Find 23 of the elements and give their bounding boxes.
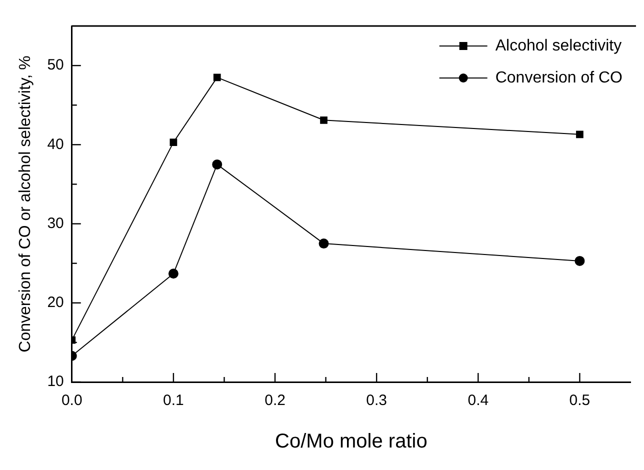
point: [213, 74, 221, 82]
x-tick-label: 0.2: [264, 392, 286, 410]
x-tick-label: 0.1: [163, 392, 184, 410]
point: [576, 130, 584, 138]
y-axis-title: Conversion of CO or alcohol selectivity, %: [17, 56, 34, 352]
point: [170, 138, 178, 146]
point: [574, 256, 585, 266]
y-tick-label: 10: [47, 373, 64, 390]
y-tick-label: 50: [47, 56, 64, 74]
x-tick-label: 0.3: [366, 392, 388, 410]
point: [318, 238, 329, 249]
point: [212, 159, 222, 170]
x-tick-label: 0.0: [61, 392, 82, 410]
y-tick-label: 30: [47, 214, 64, 232]
x-tick-label: 0.4: [468, 392, 489, 410]
x-axis-title: Co/Mo mole ratio: [275, 430, 428, 453]
point: [168, 268, 178, 279]
legend-label: Alcohol selectivity: [495, 37, 622, 54]
y-tick-label: 20: [47, 294, 64, 312]
y-tick-label: 40: [47, 136, 64, 153]
point: [320, 116, 328, 124]
legend-label: Conversion of CO: [495, 69, 623, 86]
x-tick-label: 0.5: [569, 392, 590, 410]
